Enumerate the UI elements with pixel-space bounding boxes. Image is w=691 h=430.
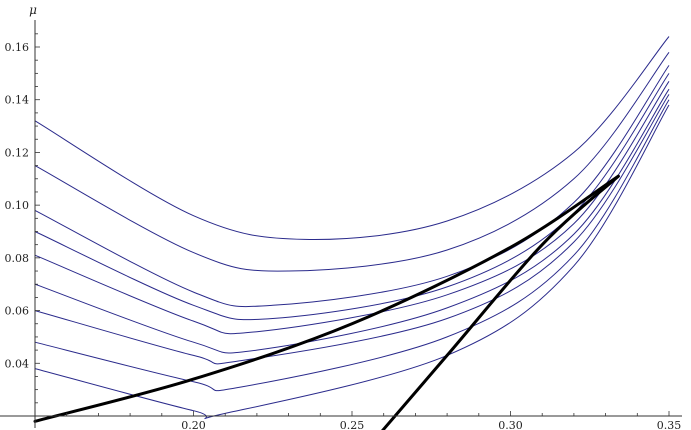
axes [0,20,682,428]
envelope-layer [33,174,620,430]
y-tick-label: 0.08 [5,252,30,265]
family-curve-9 [34,104,670,420]
y-tick-label: 0.06 [5,305,30,318]
family-curve-8 [34,99,670,392]
curve-layer [34,36,670,420]
y-tick-label: 0.12 [5,146,30,159]
family-curve-3 [34,65,670,308]
y-tick-label: 0.14 [5,94,30,107]
y-tick-label: 0.10 [5,199,30,212]
y-tick-label: 0.04 [5,357,30,370]
envelope-curve-1 [33,174,620,423]
x-ticks: 0.20 0.25 0.30 0.35 [34,411,682,430]
y-tick-label: 0.16 [5,41,30,54]
x-tick-label: 0.20 [181,419,206,430]
family-curve-5 [34,81,670,335]
x-tick-label: 0.25 [340,419,365,430]
family-curve-6 [34,88,670,354]
x-tick-label: 0.35 [657,419,682,430]
family-curve-7 [34,94,670,365]
y-ticks: 0.04 0.06 0.08 0.10 0.12 0.14 0.16 [5,33,40,417]
x-tick-label: 0.30 [498,419,523,430]
envelope-curve-2 [381,174,620,430]
family-curve-4 [34,73,670,321]
family-curve-1 [34,36,670,241]
family-curve-2 [34,51,670,272]
y-axis-label: μ [29,3,37,17]
